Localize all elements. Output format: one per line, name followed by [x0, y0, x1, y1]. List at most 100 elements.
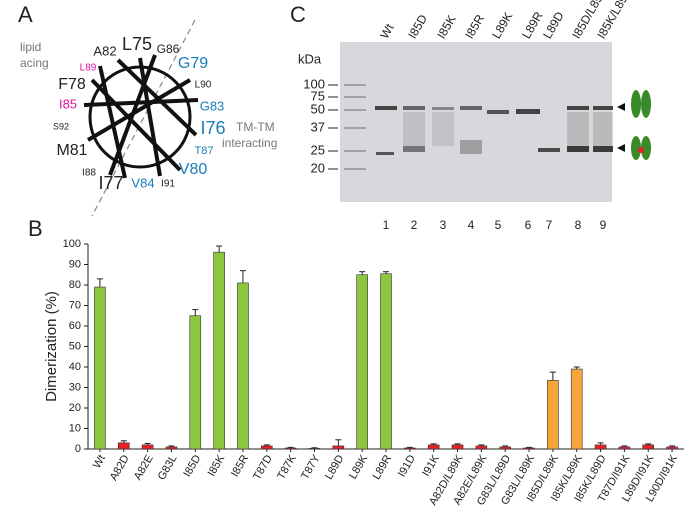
bar	[666, 446, 678, 450]
marker-label: 37	[311, 119, 325, 134]
residue-label: M81	[56, 142, 87, 159]
residue-label: A82	[93, 43, 116, 58]
bar	[117, 442, 130, 450]
tm-label: interacting	[222, 136, 277, 150]
x-tick-label: I91K	[420, 452, 442, 478]
residue-label: L90	[195, 80, 212, 91]
marker-label: 75	[311, 88, 325, 103]
bar	[427, 444, 440, 450]
residue-label: L75	[122, 34, 152, 54]
lane-label: I85K	[434, 13, 458, 41]
marker-label: 100	[303, 76, 325, 91]
residue-label: L89	[80, 63, 97, 74]
unit-label: kDa	[298, 51, 322, 66]
residue-label: G86	[157, 42, 180, 56]
residue-label: I77	[98, 173, 123, 193]
residue-label: I91	[161, 179, 175, 190]
tm-label: TM-TM	[236, 120, 275, 134]
residue-label: S92	[53, 121, 69, 131]
x-tick-label: T87D	[251, 453, 275, 482]
bar	[380, 273, 392, 450]
residue-label: G83	[200, 98, 225, 113]
gel	[340, 42, 651, 202]
bar	[213, 251, 225, 450]
panel-label: B	[28, 216, 43, 241]
lipid-label: acing	[20, 56, 49, 70]
residue-label: I76	[200, 118, 225, 138]
bar	[189, 315, 202, 450]
bar	[237, 282, 249, 450]
bar	[165, 446, 178, 450]
bar	[594, 444, 607, 450]
residue-label: I85	[59, 96, 77, 111]
x-tick-label: T87K	[275, 452, 299, 481]
bar	[284, 447, 297, 450]
lane-number: 1	[383, 218, 390, 232]
lane-number: 5	[495, 218, 502, 232]
y-tick-label: 90	[69, 258, 81, 270]
x-tick-label: L89R	[371, 453, 395, 482]
y-tick-label: 40	[69, 361, 81, 373]
lane-number: 2	[411, 218, 418, 232]
bar	[404, 447, 416, 450]
bar	[547, 380, 559, 450]
lane-label: L89R	[519, 9, 546, 41]
panel-label: A	[18, 2, 33, 27]
y-tick-label: 50	[69, 340, 81, 352]
lane-number: 7	[546, 218, 553, 232]
bar	[523, 447, 535, 450]
residue-label: G79	[178, 55, 208, 72]
x-tick-label: L89D	[323, 453, 347, 482]
y-tick-label: 80	[69, 279, 81, 291]
bar	[141, 444, 154, 450]
lipid-label: lipid	[20, 40, 41, 54]
x-tick-label: A82D	[108, 453, 132, 483]
marker-label: 20	[311, 160, 325, 175]
lane-number: 3	[440, 218, 447, 232]
bar	[618, 446, 631, 450]
x-tick-label: I85R	[229, 453, 251, 479]
x-tick-label: I85D	[181, 453, 203, 479]
x-tick-label: T87Y	[299, 452, 323, 481]
x-tick-label: I85K	[206, 452, 228, 478]
residue-label: T87	[195, 145, 214, 157]
residue-label: F78	[58, 76, 86, 93]
y-tick-label: 20	[69, 402, 81, 414]
x-tick-label: Wt	[91, 453, 108, 471]
bar	[570, 368, 583, 450]
marker-label: 25	[311, 142, 325, 157]
y-tick-label: 30	[69, 381, 81, 393]
lane-label: L89K	[489, 10, 515, 41]
bar	[260, 445, 273, 450]
lane-label: I85D	[405, 12, 430, 41]
lane-number: 4	[468, 218, 475, 232]
y-tick-label: 70	[69, 299, 81, 311]
lane-label: L89D	[540, 9, 567, 41]
x-tick-label: L89K	[347, 452, 371, 481]
x-tick-label: G83L	[156, 453, 180, 482]
lane-label: Wt	[377, 21, 397, 41]
lane-number: 8	[575, 218, 582, 232]
lane-label: I85R	[462, 12, 487, 41]
y-tick-label: 100	[63, 238, 81, 250]
helical-wheel	[83, 54, 199, 179]
bar	[642, 444, 655, 450]
panel-label: C	[290, 2, 306, 27]
y-tick-label: 10	[69, 422, 81, 434]
bar	[308, 448, 321, 450]
bar	[332, 445, 345, 450]
marker-label: 50	[311, 101, 325, 116]
y-tick-label: 0	[75, 443, 81, 455]
bar	[475, 445, 488, 450]
residue-label: I88	[82, 168, 96, 179]
bar	[451, 444, 464, 450]
bar	[356, 274, 368, 450]
residue-label: V80	[179, 161, 208, 178]
lane-number: 9	[600, 218, 607, 232]
y-tick-label: 60	[69, 320, 81, 332]
y-axis-label: Dimerization (%)	[43, 291, 60, 402]
bar	[499, 446, 512, 450]
residue-label: V84	[131, 175, 154, 190]
x-tick-label: A82E	[132, 453, 156, 482]
bar	[94, 286, 106, 450]
